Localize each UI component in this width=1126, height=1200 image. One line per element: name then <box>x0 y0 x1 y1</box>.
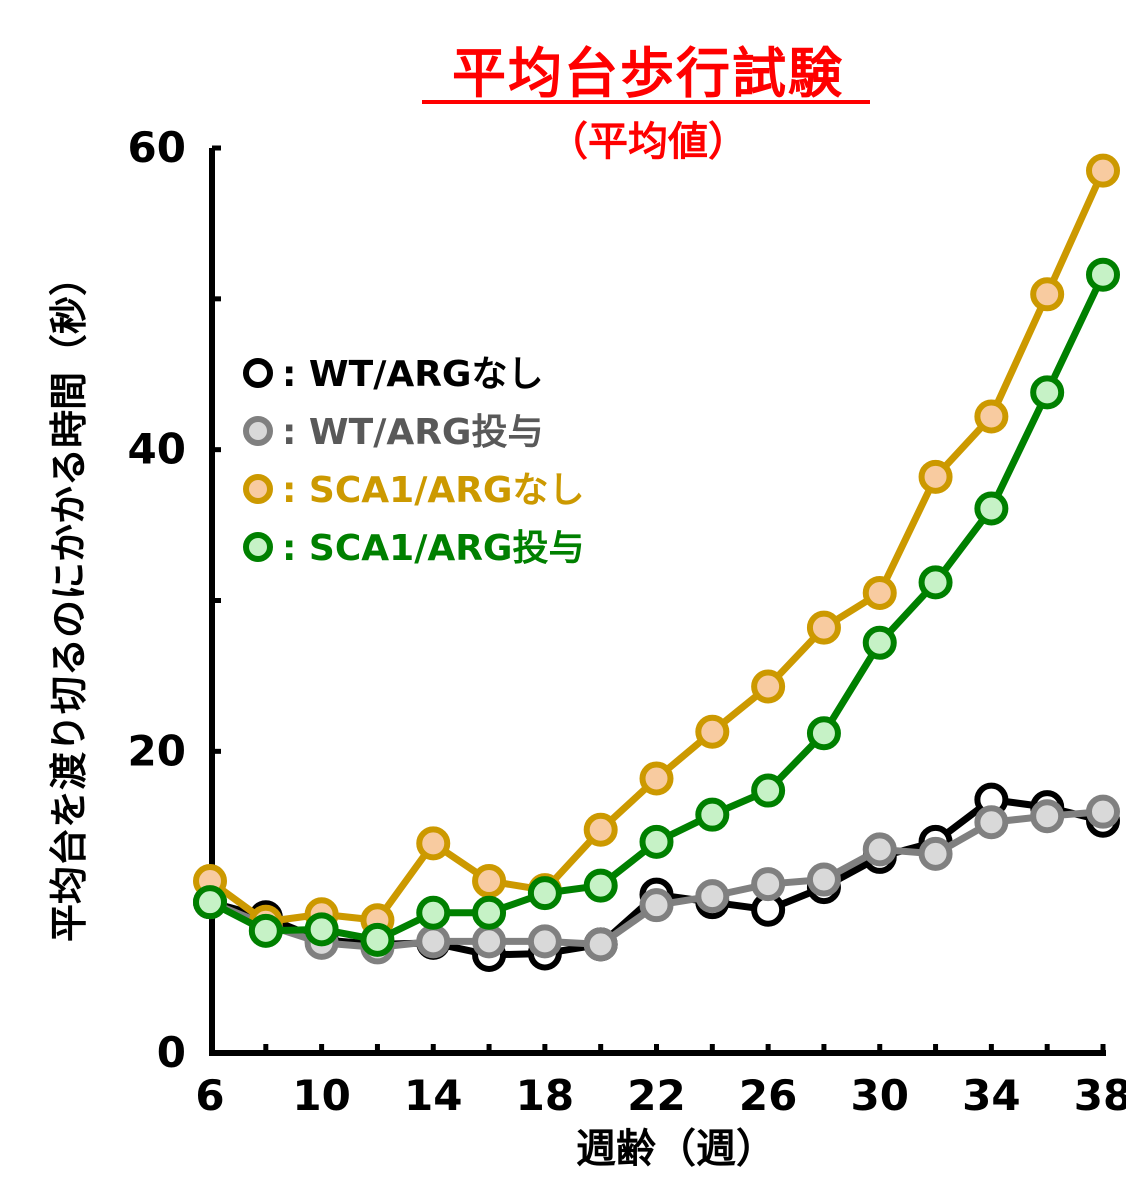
series-2-point <box>695 714 730 749</box>
series-3-point <box>751 773 786 808</box>
series-2-point <box>639 761 674 796</box>
y-tick-label: 0 <box>157 1028 186 1077</box>
x-tick-labels: 6 10 14 18 22 26 30 34 38 <box>195 1071 1126 1120</box>
legend-marker <box>243 474 273 504</box>
x-tick-label: 22 <box>627 1071 685 1120</box>
series-3-point <box>472 895 507 930</box>
y-tick-label: 40 <box>128 425 186 474</box>
series-1-point <box>806 862 841 897</box>
series-1-point <box>918 836 953 871</box>
series-1-point <box>639 888 674 923</box>
series-3-point <box>304 912 339 947</box>
x-tick-label: 38 <box>1074 1071 1126 1120</box>
series-1-point <box>974 805 1009 840</box>
series-3-point <box>695 797 730 832</box>
series-2-point <box>751 669 786 704</box>
series-2-point <box>1086 153 1120 188</box>
y-tick-label: 20 <box>128 726 186 775</box>
x-tick-label: 30 <box>851 1071 909 1120</box>
legend-marker <box>243 416 273 446</box>
series-1-point <box>416 924 451 959</box>
series-2-point <box>918 459 953 494</box>
legend-label: : SCA1/ARG投与 <box>282 528 584 569</box>
series-1-point <box>695 879 730 914</box>
x-ticks <box>263 1044 1106 1053</box>
legend: : WT/ARGなし : WT/ARG投与 : SCA1/ARGなし : SCA1/A… <box>243 354 584 569</box>
series-1-point <box>583 927 618 962</box>
y-tick-labels: 0 20 40 60 <box>128 123 186 1077</box>
series-1-point <box>1030 799 1065 834</box>
series-2-point <box>862 575 897 610</box>
x-tick-label: 18 <box>516 1071 574 1120</box>
series-3-point <box>193 885 227 920</box>
legend-label: : WT/ARG投与 <box>282 412 543 453</box>
x-axis-label: 週齢（週） <box>576 1126 776 1172</box>
chart-subtitle: （平均値） <box>548 119 748 165</box>
series-3-point <box>248 913 283 948</box>
series-3-point <box>1086 257 1120 292</box>
x-tick-label: 10 <box>292 1071 350 1120</box>
legend-label: : SCA1/ARGなし <box>282 470 584 511</box>
legend-marker <box>243 358 273 388</box>
series-3-point <box>639 824 674 859</box>
series-1-point <box>527 924 562 959</box>
series-3-point <box>416 895 451 930</box>
series-1-point <box>751 867 786 902</box>
series-3-point <box>583 868 618 903</box>
series-3-point <box>806 716 841 751</box>
series-layer <box>193 153 1120 972</box>
y-axis-label: 平均台を渡り切るのにかかる時間（秒） <box>47 258 91 942</box>
series-3-point <box>527 876 562 911</box>
x-tick-label: 6 <box>195 1071 224 1120</box>
series-3-point <box>1030 375 1065 410</box>
series-3-point <box>360 922 395 957</box>
series-2-point <box>416 826 451 861</box>
series-2-point <box>472 864 507 899</box>
x-tick-label: 26 <box>739 1071 797 1120</box>
legend-label: : WT/ARGなし <box>282 354 543 395</box>
series-2-point <box>806 610 841 645</box>
chart-title: 平均台歩行試験 <box>452 42 844 105</box>
x-tick-label: 14 <box>404 1071 462 1120</box>
series-1-point <box>472 924 507 959</box>
series-1-point <box>862 832 897 867</box>
series-2-point <box>1030 277 1065 312</box>
series-3-point <box>974 491 1009 526</box>
series-2-point <box>583 812 618 847</box>
series-1-point <box>1086 794 1120 829</box>
series-3-point <box>918 565 953 600</box>
y-tick-label: 60 <box>128 123 186 172</box>
x-tick-label: 34 <box>962 1071 1020 1120</box>
series-3-point <box>862 625 897 660</box>
series-2-point <box>974 399 1009 434</box>
legend-marker <box>243 532 273 562</box>
